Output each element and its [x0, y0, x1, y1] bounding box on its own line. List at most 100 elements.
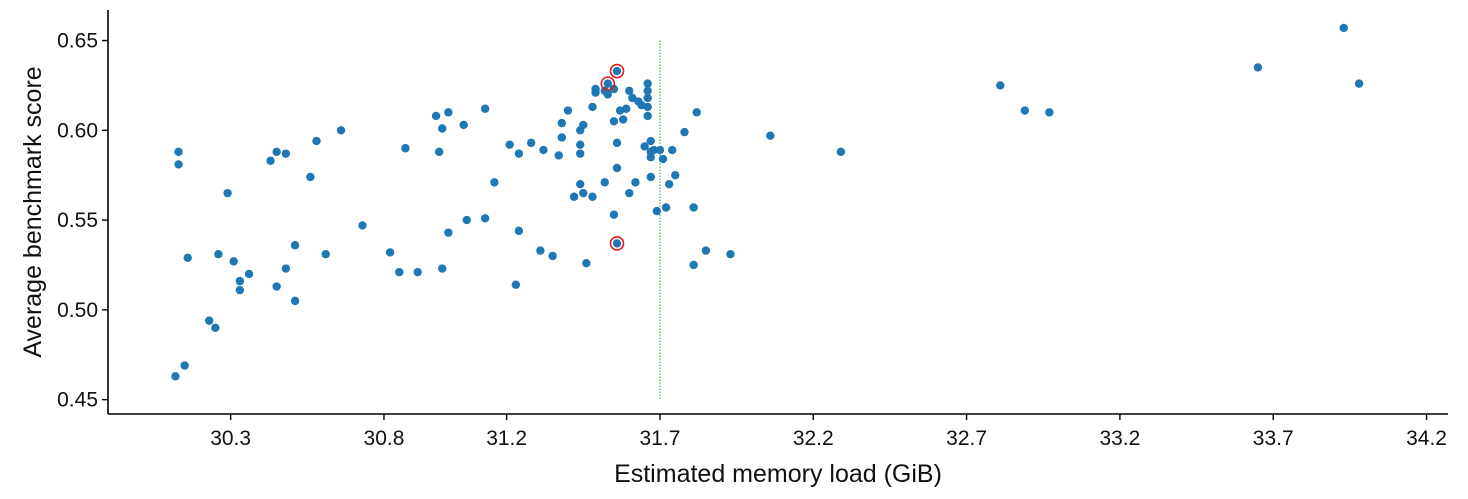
data-point [235, 276, 245, 286]
y-tick-label: 0.45 [57, 389, 98, 412]
axes [102, 10, 1448, 420]
data-point [480, 214, 490, 223]
data-point [1253, 63, 1263, 72]
data-point [603, 90, 613, 99]
data-point [579, 120, 588, 130]
y-tick-label: 0.55 [57, 209, 98, 232]
highlighted-points [600, 63, 625, 251]
data-point [625, 86, 634, 96]
data-point [434, 147, 444, 157]
data-point [766, 131, 775, 140]
data-point [576, 140, 585, 149]
data-point [235, 285, 245, 295]
data-point [643, 93, 652, 103]
data-point [358, 221, 367, 230]
data-point [612, 138, 622, 148]
data-point [1020, 106, 1030, 115]
data-point [680, 127, 689, 137]
data-point [579, 188, 588, 198]
y-tick-label: 0.65 [57, 30, 98, 53]
x-tick-label: 30.3 [210, 427, 251, 450]
data-point [664, 179, 674, 189]
data-point [726, 249, 735, 259]
data-point [692, 108, 701, 117]
data-point [281, 149, 291, 158]
data-point [526, 138, 536, 148]
data-point [643, 102, 652, 112]
data-point [646, 136, 655, 146]
data-point [631, 178, 640, 187]
data-point [569, 192, 579, 201]
data-point [1045, 108, 1054, 117]
highlight-ring [609, 236, 625, 251]
highlighted-data-point [612, 239, 622, 248]
data-point [609, 117, 619, 126]
x-tick-label: 32.2 [793, 427, 834, 450]
data-point [622, 104, 631, 113]
data-point [444, 108, 453, 117]
data-points [171, 23, 1364, 381]
data-point [438, 124, 447, 133]
data-point [536, 246, 545, 255]
tick-labels: 30.3 30.8 31.2 31.7 32.2 32.7 33.2 33.7 34.2 0.45… [57, 30, 1447, 450]
data-point [514, 226, 524, 236]
data-point [385, 248, 395, 257]
data-point [646, 153, 655, 162]
y-tick-label: 0.50 [57, 299, 98, 322]
data-point [576, 149, 585, 158]
data-point [609, 84, 619, 94]
data-point [658, 154, 668, 164]
data-point [591, 84, 600, 94]
data-point [290, 296, 300, 306]
data-point [490, 178, 499, 187]
data-point [244, 269, 254, 279]
data-point [204, 316, 214, 325]
data-point [312, 136, 321, 146]
data-point [588, 102, 597, 112]
data-point [576, 179, 585, 189]
data-point [701, 246, 711, 255]
data-point [462, 215, 471, 225]
data-point [214, 249, 223, 259]
x-tick-label: 34.2 [1406, 427, 1447, 450]
data-point [401, 144, 410, 153]
data-point [652, 206, 662, 216]
data-point [413, 267, 422, 277]
x-tick-label: 30.8 [364, 427, 405, 450]
highlight-ring [600, 76, 616, 91]
data-point [618, 115, 628, 124]
data-point [557, 118, 567, 128]
data-point [395, 267, 404, 277]
data-point [612, 163, 622, 173]
data-point [272, 282, 281, 291]
data-point [266, 156, 275, 166]
data-point [438, 264, 447, 273]
data-point [1354, 79, 1364, 88]
data-point [290, 241, 300, 250]
data-point [689, 203, 698, 212]
data-point [609, 210, 619, 219]
data-point [600, 178, 609, 187]
data-point [671, 170, 680, 180]
data-point [174, 160, 183, 169]
data-point [1339, 23, 1348, 33]
data-point [229, 257, 238, 266]
data-point [640, 142, 649, 151]
data-point [643, 79, 652, 88]
data-point [689, 260, 698, 270]
data-point [539, 145, 548, 155]
data-point [996, 81, 1005, 90]
x-axis-title: Estimated memory load (GiB) [614, 460, 942, 488]
data-point [272, 147, 281, 157]
x-tick-label: 33.2 [1099, 427, 1140, 450]
data-point [646, 172, 655, 182]
x-tick-label: 31.2 [486, 427, 527, 450]
data-point [174, 147, 183, 157]
x-tick-label: 31.7 [640, 427, 681, 450]
data-point [668, 145, 677, 155]
data-point [643, 86, 652, 96]
data-point [563, 106, 573, 115]
data-point [625, 188, 634, 198]
data-point [655, 145, 665, 155]
highlight-ring [609, 63, 625, 79]
